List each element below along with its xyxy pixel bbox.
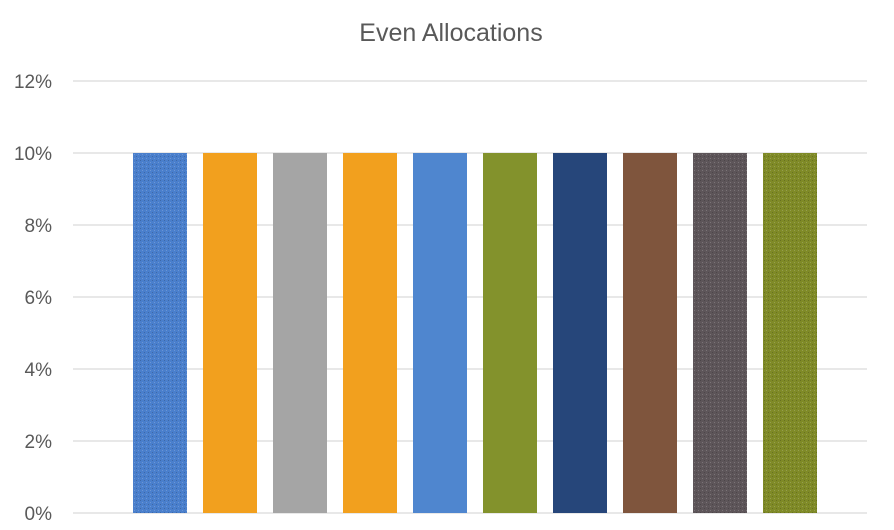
gridlines <box>73 80 867 514</box>
y-tick-label: 4% <box>25 360 53 381</box>
chart-title: Even Allocations <box>359 19 542 47</box>
bar-group <box>483 153 537 513</box>
bar <box>343 153 397 513</box>
bar-group <box>133 153 187 513</box>
bar-group <box>623 153 677 513</box>
bar-group <box>763 153 817 513</box>
bar <box>203 153 257 513</box>
y-tick-label: 0% <box>25 504 53 525</box>
y-axis-tick-labels: 0% 2% 4% 6% 8% 10% 12% <box>14 72 52 525</box>
y-tick-label: 8% <box>25 216 53 237</box>
y-tick-label: 10% <box>14 144 52 165</box>
bars <box>133 153 817 513</box>
bar-group <box>343 153 397 513</box>
bar <box>413 153 467 513</box>
bar <box>623 153 677 513</box>
bar-texture <box>693 153 747 513</box>
bar-texture <box>133 153 187 513</box>
bar-texture <box>763 153 817 513</box>
y-tick-label: 12% <box>14 72 52 93</box>
bar <box>273 153 327 513</box>
bar <box>553 153 607 513</box>
bar-group <box>693 153 747 513</box>
bar <box>483 153 537 513</box>
y-tick-label: 2% <box>25 432 53 453</box>
bar-group <box>203 153 257 513</box>
bar-group <box>553 153 607 513</box>
bar-group <box>413 153 467 513</box>
bar-group <box>273 153 327 513</box>
y-tick-label: 6% <box>25 288 53 309</box>
